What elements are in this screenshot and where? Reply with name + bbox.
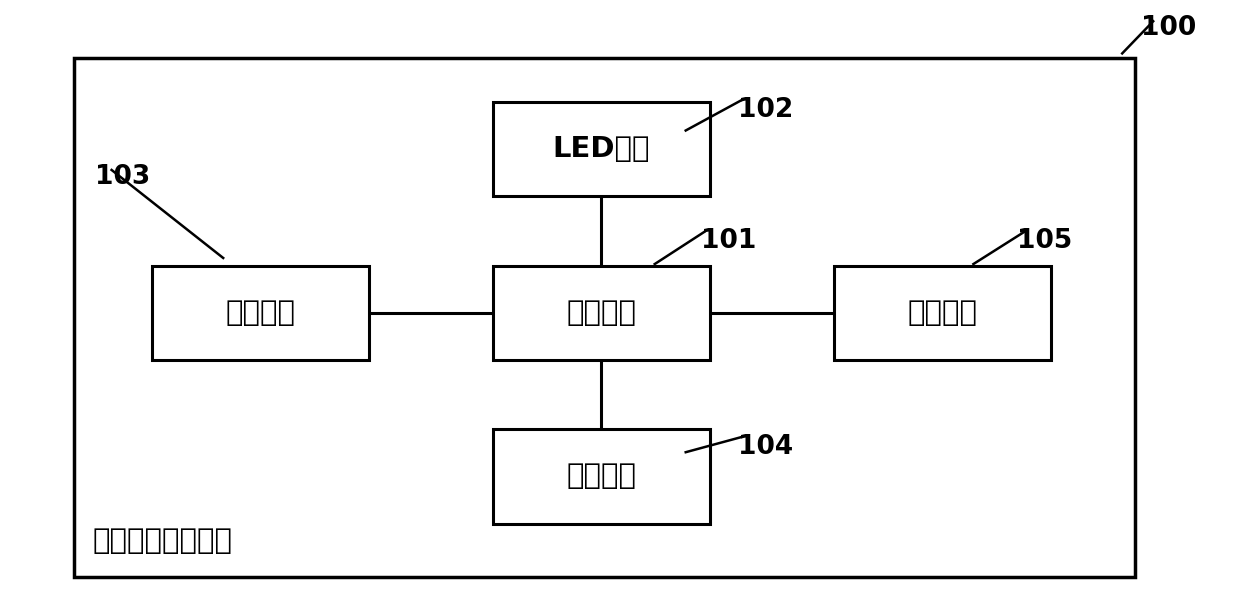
Bar <box>492 101 711 195</box>
Text: LED灯组: LED灯组 <box>553 135 650 163</box>
Text: 104: 104 <box>738 434 792 460</box>
Bar <box>492 266 711 359</box>
Text: 电源模块: 电源模块 <box>908 299 977 327</box>
Bar <box>833 266 1050 359</box>
Text: 乐器指法纠正装置: 乐器指法纠正装置 <box>93 527 233 555</box>
Text: 101: 101 <box>701 228 756 254</box>
Text: 103: 103 <box>95 164 151 190</box>
Text: 语音模块: 语音模块 <box>226 299 295 327</box>
Text: 蓝牙模块: 蓝牙模块 <box>567 463 636 490</box>
Bar <box>492 430 711 523</box>
Text: 控制模块: 控制模块 <box>567 299 636 327</box>
Bar <box>74 58 1135 577</box>
Text: 100: 100 <box>1141 15 1197 41</box>
Bar <box>151 266 370 359</box>
Text: 102: 102 <box>738 97 794 123</box>
Text: 105: 105 <box>1017 228 1073 254</box>
